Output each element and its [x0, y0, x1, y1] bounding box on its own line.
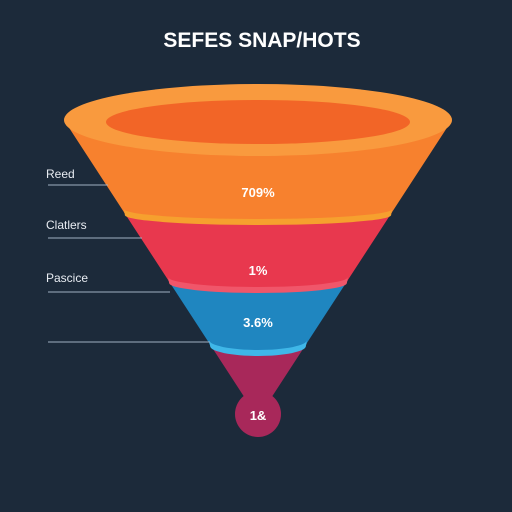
- label-layer: 709% 1% 3.6% 1&Reed Clatlers Pascice: [46, 167, 275, 423]
- funnel-opening: [106, 100, 410, 144]
- stage-name-label: Reed: [46, 167, 75, 181]
- funnel-stage-4: [209, 343, 307, 422]
- funnel-stage-2: [123, 212, 393, 290]
- funnel-stage-3: [168, 280, 348, 353]
- funnel-band-1: [123, 209, 393, 225]
- funnel-band-2: [168, 277, 348, 293]
- funnel-bulb: [235, 391, 281, 437]
- stage-name-label: Clatlers: [46, 218, 87, 232]
- stage-value-label: 709%: [241, 185, 275, 200]
- stage-value-label: 1%: [249, 263, 268, 278]
- chart-title: SEFES SNAP/HOTS: [163, 29, 360, 52]
- stage-name-label: Pascice: [46, 271, 88, 285]
- stage-value-label: 3.6%: [243, 315, 273, 330]
- funnel-layer: [64, 84, 452, 437]
- funnel-band-3: [209, 340, 307, 356]
- stage-value-label: 1&: [250, 408, 267, 423]
